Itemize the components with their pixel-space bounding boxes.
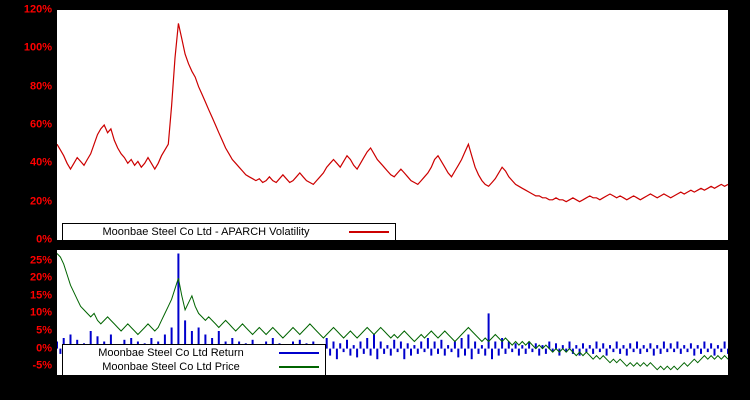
return-line-sample (279, 352, 319, 354)
return-legend-row: Moonbae Steel Co Ltd Return (63, 346, 325, 360)
price-legend-row: Moonbae Steel Co Ltd Price (63, 360, 325, 374)
y-tick-label: 5% (36, 324, 52, 337)
volatility-line-sample (349, 231, 389, 233)
y-tick-label: 0% (36, 342, 52, 355)
return-legend-label: Moonbae Steel Co Ltd Return (98, 347, 244, 359)
y-tick-label: 25% (29, 254, 52, 267)
volatility-plot-area (57, 23, 728, 203)
y-tick-label: -5% (32, 359, 52, 372)
volatility-legend-row: Moonbae Steel Co Ltd - APARCH Volatility (63, 225, 395, 239)
y-tick-label: 20% (29, 271, 52, 284)
y-tick-label: 0% (36, 233, 52, 246)
y-tick-label: 120% (23, 3, 52, 16)
volatility-legend: Moonbae Steel Co Ltd - APARCH Volatility (62, 223, 396, 241)
y-tick-label: 10% (29, 306, 52, 319)
price-legend-label: Moonbae Steel Co Ltd Price (102, 361, 240, 373)
y-tick-label: 40% (29, 156, 52, 169)
price-line-sample (279, 366, 319, 368)
volatility-legend-label: Moonbae Steel Co Ltd - APARCH Volatility (102, 226, 310, 238)
y-tick-label: 80% (29, 80, 52, 93)
y-tick-label: 60% (29, 118, 52, 131)
return-price-legend: Moonbae Steel Co Ltd Return Moonbae Stee… (62, 344, 326, 376)
volatility-chart (57, 10, 728, 240)
y-tick-label: 15% (29, 289, 52, 302)
y-tick-label: 20% (29, 195, 52, 208)
y-tick-label: 100% (23, 41, 52, 54)
